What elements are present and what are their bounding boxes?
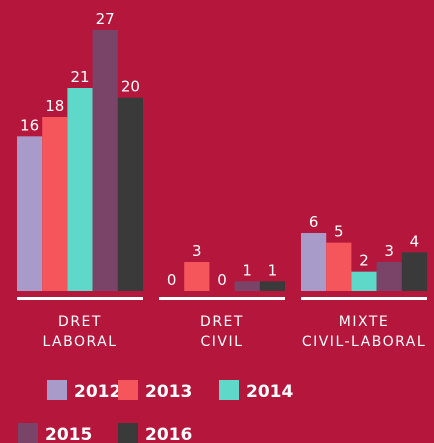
value-label: 16 [20,116,39,134]
value-label: 1 [242,261,252,279]
bar [42,117,68,291]
legend-label: 2015 [45,425,92,443]
value-label: 5 [334,223,344,241]
legend-label: 2013 [145,382,192,402]
bar [17,136,43,291]
value-label: 6 [309,213,319,231]
bar [376,262,402,291]
bar [401,252,427,291]
bar [259,281,285,291]
group-separator [159,297,285,300]
legend-label: 2014 [246,382,293,402]
legend-swatch [118,423,138,443]
legend-swatch [47,380,67,400]
legend-label: 2012 [74,382,121,402]
value-label: 3 [384,242,394,260]
category-label: DRET CIVIL [200,314,244,350]
legend-swatch [118,380,138,400]
value-label: 4 [410,232,420,250]
bar [67,88,93,291]
group-separator [17,297,143,300]
bar [117,97,143,292]
group-separator [301,297,427,300]
bar [92,30,118,291]
value-label: 20 [121,78,140,96]
value-label: 2 [359,252,369,270]
value-label: 18 [45,97,64,115]
value-label: 1 [268,261,278,279]
value-label: 0 [167,271,177,289]
value-label: 3 [192,242,202,260]
legend-label: 2016 [145,425,192,443]
legend-swatch [219,380,239,400]
bar [326,242,352,291]
bar [184,262,210,291]
category-label: DRET LABORAL [42,314,118,350]
category-label: MIXTE CIVIL-LABORAL [301,314,427,350]
value-label: 27 [96,10,115,28]
bar [234,281,260,291]
bar [351,271,377,291]
value-label: 21 [70,68,89,86]
legend-swatch [18,423,38,443]
value-label: 0 [217,271,227,289]
bar [301,233,327,291]
